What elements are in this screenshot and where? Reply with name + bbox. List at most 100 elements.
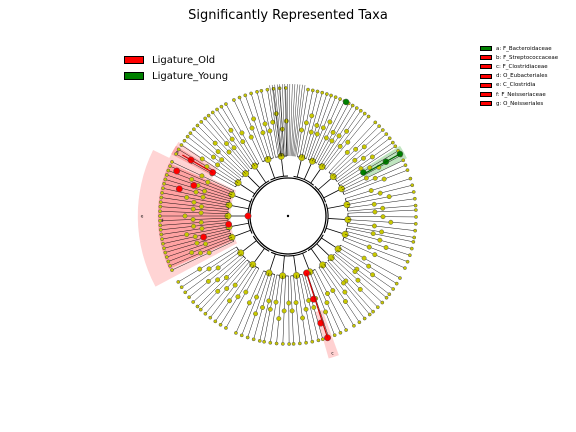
tree-node-134 — [341, 230, 349, 238]
tree-leaf-node-44 — [354, 106, 359, 110]
tree-leaf-node-71 — [387, 136, 392, 141]
tree-node-73 — [369, 154, 375, 160]
tree-node-67 — [352, 157, 358, 163]
branch-leaf-480 — [273, 88, 282, 157]
tree-leaf-node-26 — [333, 95, 338, 100]
tree-leaf-node-272 — [224, 326, 228, 330]
tree-leaf-node-275 — [218, 322, 223, 327]
tree-leaf-node-29 — [338, 97, 342, 101]
key-label-c: c: F_Clostridiaceae — [496, 63, 548, 70]
branch-leaf-123 — [347, 219, 416, 225]
tree-node-463 — [251, 116, 257, 122]
biomarker-node-young-519 — [342, 98, 350, 106]
tree-node-343 — [191, 223, 197, 229]
branch-leaf-465 — [250, 93, 271, 159]
biomarker-branch-521 — [182, 154, 213, 174]
tree-node-283 — [224, 286, 230, 292]
tree-node-118 — [372, 209, 378, 215]
tree-node-77 — [338, 185, 345, 193]
branch-leaf-285 — [200, 259, 248, 310]
tree-leaf-node-119 — [414, 208, 418, 212]
tree-node-424 — [215, 149, 221, 155]
branch-leaf-84 — [340, 155, 401, 188]
tree-leaf-node-317 — [168, 263, 172, 268]
tree-leaf-node-263 — [239, 333, 244, 338]
tree-node-442 — [229, 136, 235, 142]
tree-node-43 — [336, 133, 342, 139]
tree-node-130 — [379, 229, 385, 235]
key-item-f: f: F_Neisseriaceae — [480, 90, 558, 99]
tree-node-301 — [215, 265, 221, 271]
tree-node-46 — [344, 128, 350, 134]
tree-leaf-node-380 — [162, 181, 166, 186]
tree-node-226 — [293, 300, 299, 306]
biomarker-node-old-504 — [244, 212, 252, 220]
tree-node-334 — [192, 234, 198, 240]
tree-leaf-node-395 — [168, 164, 172, 169]
tree-leaf-node-407 — [176, 147, 181, 152]
biomarker-branch-522 — [363, 153, 401, 175]
branch-leaf-366 — [160, 201, 229, 210]
tree-node-487 — [283, 118, 289, 124]
branch-leaf-300 — [185, 251, 240, 293]
tree-node-325 — [194, 240, 200, 246]
branch-leaf-306 — [178, 246, 237, 283]
group-legend: Ligature_Old Ligature_Young — [124, 52, 228, 84]
tree-leaf-node-293 — [195, 304, 200, 309]
tree-leaf-node-254 — [257, 338, 262, 343]
tree-leaf-node-413 — [182, 138, 187, 143]
tree-leaf-node-299 — [187, 295, 191, 300]
key-item-g: g: O_Neisseriales — [480, 99, 558, 108]
tree-leaf-node-308 — [176, 280, 181, 284]
tree-leaf-node-173 — [380, 300, 385, 305]
tree-leaf-node-422 — [188, 131, 193, 136]
branch-leaf-393 — [170, 165, 233, 193]
tree-leaf-node-476 — [259, 88, 264, 93]
legend-item-old: Ligature_Old — [124, 52, 228, 68]
tree-node-280 — [232, 282, 238, 288]
root-node — [286, 214, 290, 218]
tree-leaf-node-236 — [287, 342, 291, 346]
key-swatch-d — [480, 73, 492, 79]
branch-leaf-243 — [270, 275, 280, 343]
branch-leaf-135 — [346, 227, 414, 243]
tree-leaf-node-242 — [274, 341, 279, 346]
branch-leaf-141 — [345, 234, 410, 256]
tree-node-20 — [308, 157, 316, 165]
tree-leaf-node-176 — [375, 305, 380, 310]
tree-node-211 — [311, 304, 317, 310]
branch-leaf-270 — [225, 268, 260, 329]
tree-node-373 — [184, 194, 190, 200]
branch-leaf-279 — [210, 263, 252, 318]
tree-node-152 — [334, 245, 342, 253]
tree-node-160 — [370, 272, 376, 278]
branch-leaf-204 — [309, 271, 335, 336]
branch-leaf-384 — [165, 179, 231, 200]
tree-leaf-node-110 — [412, 196, 417, 201]
tree-leaf-node-392 — [166, 168, 171, 173]
tree-node-88 — [363, 175, 369, 181]
tree-leaf-node-185 — [367, 312, 372, 317]
taxa-key: a: F_Bacteroidaceae b: F_Streptococcacea… — [480, 44, 558, 108]
tree-leaf-node-470 — [255, 89, 259, 94]
tree-node-223 — [300, 315, 306, 321]
tree-leaf-node-296 — [191, 300, 196, 304]
tree-leaf-node-410 — [179, 143, 184, 147]
tree-node-274 — [235, 294, 241, 300]
tree-node-127 — [371, 223, 377, 229]
tree-leaf-node-146 — [405, 259, 410, 264]
tree-node-358 — [198, 210, 204, 216]
tree-node-269 — [249, 261, 257, 268]
tree-leaf-node-350 — [158, 223, 163, 228]
fan-leaf-503 — [295, 85, 306, 157]
tree-node-193 — [330, 288, 336, 294]
legend-swatch-young — [124, 72, 144, 80]
branch-leaf-12 — [303, 92, 323, 159]
branch-leaf-216 — [302, 274, 319, 341]
tree-node-379 — [193, 189, 199, 195]
tree-leaf-node-200 — [344, 328, 348, 332]
branch-leaf-426 — [197, 125, 246, 174]
tree-leaf-node-464 — [243, 93, 248, 98]
biomarker-node-old-508 — [175, 185, 183, 193]
tree-node-445 — [228, 127, 234, 133]
